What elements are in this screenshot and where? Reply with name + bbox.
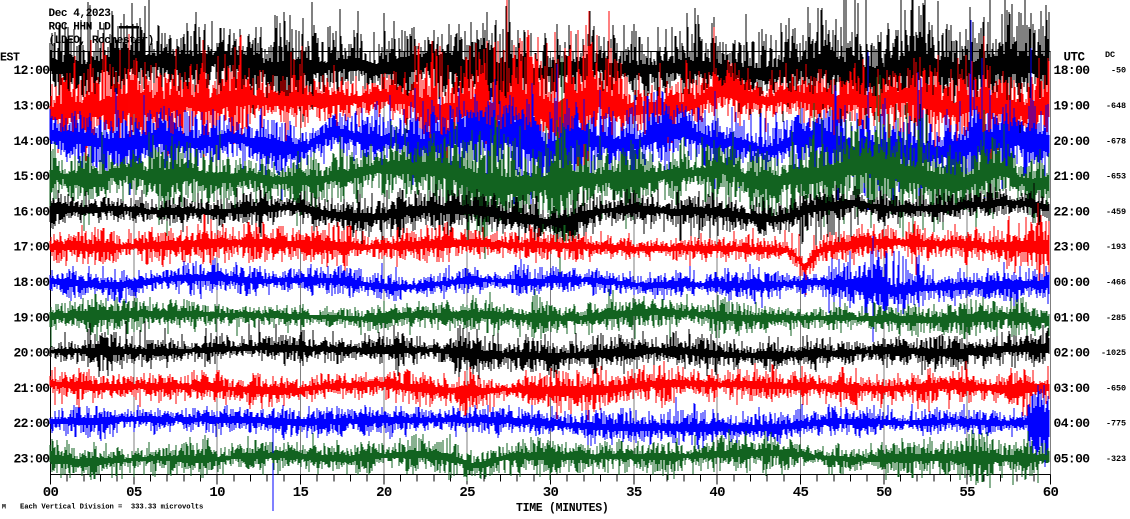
svg-text:60: 60 — [1043, 485, 1059, 501]
svg-text:-1025: -1025 — [1101, 348, 1126, 358]
svg-text:03:00: 03:00 — [1054, 381, 1091, 396]
svg-text:05:00: 05:00 — [1054, 452, 1091, 467]
svg-text:Dec 4,2023: Dec 4,2023 — [49, 8, 112, 20]
svg-text:25: 25 — [459, 485, 475, 501]
svg-text:EST: EST — [0, 52, 20, 65]
svg-text:55: 55 — [959, 485, 975, 501]
svg-text:21:00: 21:00 — [13, 381, 50, 396]
svg-text:15:00: 15:00 — [13, 169, 50, 184]
svg-text:30: 30 — [543, 485, 559, 501]
svg-text:22:00: 22:00 — [1054, 204, 1091, 219]
svg-text:02:00: 02:00 — [1054, 346, 1091, 361]
svg-text:13:00: 13:00 — [13, 99, 50, 114]
svg-text:00: 00 — [43, 485, 59, 501]
svg-text:-653: -653 — [1106, 172, 1126, 182]
svg-text:18:00: 18:00 — [1054, 63, 1091, 78]
svg-text:-323: -323 — [1106, 454, 1126, 464]
svg-text:UTC: UTC — [1064, 51, 1086, 65]
svg-text:16:00: 16:00 — [13, 204, 50, 219]
svg-text:-650: -650 — [1106, 383, 1126, 393]
svg-text:04:00: 04:00 — [1054, 416, 1091, 431]
svg-text:10: 10 — [209, 485, 225, 501]
svg-text:-466: -466 — [1106, 278, 1126, 288]
svg-text:M: M — [2, 504, 6, 511]
svg-text:15: 15 — [293, 485, 309, 501]
svg-text:DC: DC — [1105, 50, 1115, 60]
svg-text:-678: -678 — [1106, 136, 1126, 146]
svg-text:12:00: 12:00 — [13, 63, 50, 78]
svg-text:20:00: 20:00 — [1054, 134, 1091, 149]
svg-text:23:00: 23:00 — [1054, 240, 1091, 255]
svg-text:-648: -648 — [1106, 101, 1126, 111]
svg-text:35: 35 — [626, 485, 642, 501]
svg-text:01:00: 01:00 — [1054, 310, 1091, 325]
svg-text:23:00: 23:00 — [13, 452, 50, 467]
svg-text:21:00: 21:00 — [1054, 169, 1091, 184]
svg-text:50: 50 — [876, 485, 892, 501]
svg-text:TIME (MINUTES): TIME (MINUTES) — [516, 502, 608, 515]
svg-text:18:00: 18:00 — [13, 275, 50, 290]
svg-text:20:00: 20:00 — [13, 346, 50, 361]
svg-text:05: 05 — [126, 485, 142, 501]
svg-text:-50: -50 — [1111, 66, 1126, 76]
svg-text:(LDEO, Rochester): (LDEO, Rochester) — [49, 35, 154, 47]
svg-text:-775: -775 — [1106, 419, 1126, 429]
svg-text:14:00: 14:00 — [13, 134, 50, 149]
svg-text:45: 45 — [793, 485, 809, 501]
svg-text:-459: -459 — [1106, 207, 1126, 217]
svg-text:17:00: 17:00 — [13, 240, 50, 255]
svg-text:ROC HHN LD: ROC HHN LD — [49, 22, 112, 34]
svg-text:00:00: 00:00 — [1054, 275, 1091, 290]
svg-text:19:00: 19:00 — [1054, 99, 1091, 114]
svg-text:Each Vertical Division = 333.: Each Vertical Division = 333.33 microvol… — [20, 504, 203, 512]
svg-text:40: 40 — [709, 485, 725, 501]
svg-text:-193: -193 — [1106, 242, 1126, 252]
svg-text:-285: -285 — [1106, 313, 1126, 323]
svg-text:20: 20 — [376, 485, 392, 501]
svg-text:22:00: 22:00 — [13, 416, 50, 431]
svg-text:19:00: 19:00 — [13, 310, 50, 325]
